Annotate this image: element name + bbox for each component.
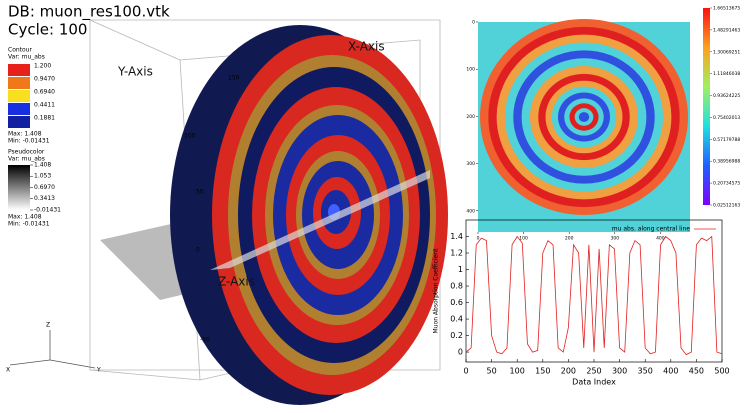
legend-label: 0.1881 <box>34 115 55 122</box>
colorbar-label: 1.30069251 <box>713 49 740 55</box>
triad-label: Z <box>46 322 50 329</box>
x-tick-label: 0 <box>477 236 480 242</box>
y-tick-label: 0.4 <box>450 315 463 324</box>
axis-ticks-3d: 150 100 50 0 -50 <box>184 75 240 344</box>
db-label: DB: muon_res100.vtk <box>8 3 170 22</box>
legend-label: 1.408 <box>34 162 51 169</box>
x-tick-label: 450 <box>689 367 704 376</box>
legend-title: Contour <box>8 47 32 54</box>
legend-var: Var: mu_abs <box>8 54 45 61</box>
colorbar-label: 0.93624225 <box>713 93 740 99</box>
y-tick-label: 1.2 <box>450 249 463 258</box>
x-tick-label: 300 <box>612 367 627 376</box>
axis-tick-label: 0 <box>196 247 200 254</box>
render-3d <box>9 19 448 405</box>
legend-label: 0.9470 <box>34 76 55 83</box>
legend-label: 1.053 <box>34 173 51 180</box>
x-tick-label: 0 <box>463 367 468 376</box>
x-tick-label: 100 <box>519 236 528 242</box>
triad-label: X <box>6 367 10 374</box>
axis-tick-label: 100 <box>184 133 196 140</box>
legend-min: Min: -0.01431 <box>8 221 50 228</box>
series-line <box>465 235 723 356</box>
x-tick-label: 200 <box>565 236 574 242</box>
cycle-label: Cycle: 100 <box>8 21 87 39</box>
legend-max: Max: 1.408 <box>8 131 42 138</box>
x-axis-label: Data Index <box>572 378 616 387</box>
x-tick-label: 100 <box>510 367 525 376</box>
colorbar-label: 1.11846038 <box>713 71 740 77</box>
legend-title: Pseudocolor <box>8 149 45 156</box>
x-tick-label: 400 <box>663 367 678 376</box>
colorbar-label: 0.57179788 <box>713 137 740 143</box>
y-tick-label: 100 <box>466 67 475 73</box>
x-tick-label: 250 <box>586 367 601 376</box>
axis-title: X-Axis <box>348 40 385 54</box>
pseudocolor-legend: 1.408 1.053 0.6970 0.3413 -0.01431 <box>30 162 61 214</box>
legend-var: Var: mu_abs <box>8 156 45 163</box>
legend-label: -0.01431 <box>34 207 61 214</box>
legend-label: 0.4411 <box>34 102 55 109</box>
legend-max: Max: 1.408 <box>8 214 42 221</box>
triad-label: Y <box>96 367 101 374</box>
y-tick-label: 0 <box>458 348 463 357</box>
y-axis-label: Muon Absorption Coefficient <box>433 248 440 334</box>
line-chart: 0 50 100 150 200 250 300 350 400 450 500 0 0.2 0.4 0.6… <box>433 219 730 387</box>
x-tick-label: 300 <box>610 236 619 242</box>
y-tick-label: 200 <box>466 114 475 120</box>
x-tick-label: 350 <box>638 367 653 376</box>
colorbar-label: 0.20734575 <box>713 181 740 187</box>
y-tick-label: 1 <box>458 265 463 274</box>
x-tick-label: 150 <box>535 367 550 376</box>
legend-label: 0.6970 <box>34 184 55 191</box>
y-tick-label: 0.8 <box>450 282 463 291</box>
heatmap: 0 100 200 300 400 0 100 200 300 400 1.66513675 1.48… <box>466 6 740 242</box>
axis-title: Y-Axis <box>117 65 153 79</box>
legend-label: 1.200 <box>34 63 51 70</box>
x-tick-label: 400 <box>656 236 665 242</box>
legend-label: mu abs. along central line <box>612 226 691 233</box>
legend-swatch <box>8 103 30 115</box>
y-tick-label: 0.6 <box>450 298 463 307</box>
legend-label: 0.6940 <box>34 89 55 96</box>
gray-colorbar <box>8 165 30 210</box>
y-tick-label: 0 <box>472 20 475 26</box>
legend-swatch <box>8 116 30 128</box>
y-tick-label: 1.4 <box>450 232 463 241</box>
colorbar-label: 1.48291463 <box>713 27 740 33</box>
legend-min: Min: -0.01431 <box>8 138 50 145</box>
axis-tick-label: 150 <box>228 75 240 82</box>
x-tick-label: 50 <box>487 367 497 376</box>
legend-swatch <box>8 90 30 102</box>
colorbar-label: 0.38956988 <box>713 159 740 165</box>
colorbar-label: 0.75402013 <box>713 115 740 121</box>
colorbar-label: 0.02512163 <box>713 203 740 209</box>
heat-ring <box>578 112 590 122</box>
contour-legend: 1.200 0.9470 0.6940 0.4411 0.1881 <box>8 63 55 128</box>
legend-swatch <box>8 64 30 76</box>
legend-swatch <box>8 77 30 89</box>
axis-title: Z-Axis <box>218 275 255 289</box>
colorbar <box>703 8 710 205</box>
y-tick-label: 0.2 <box>450 331 463 340</box>
axis-tick-label: 50 <box>196 189 204 196</box>
y-tick-label: 400 <box>466 208 475 214</box>
colorbar-label: 1.66513675 <box>713 6 740 12</box>
plot-frame <box>465 219 723 363</box>
legend-label: 0.3413 <box>34 195 55 202</box>
y-tick-label: 300 <box>466 161 475 167</box>
x-tick-label: 500 <box>714 367 729 376</box>
x-tick-label: 200 <box>561 367 576 376</box>
axis-tick-label: -50 <box>200 337 210 344</box>
